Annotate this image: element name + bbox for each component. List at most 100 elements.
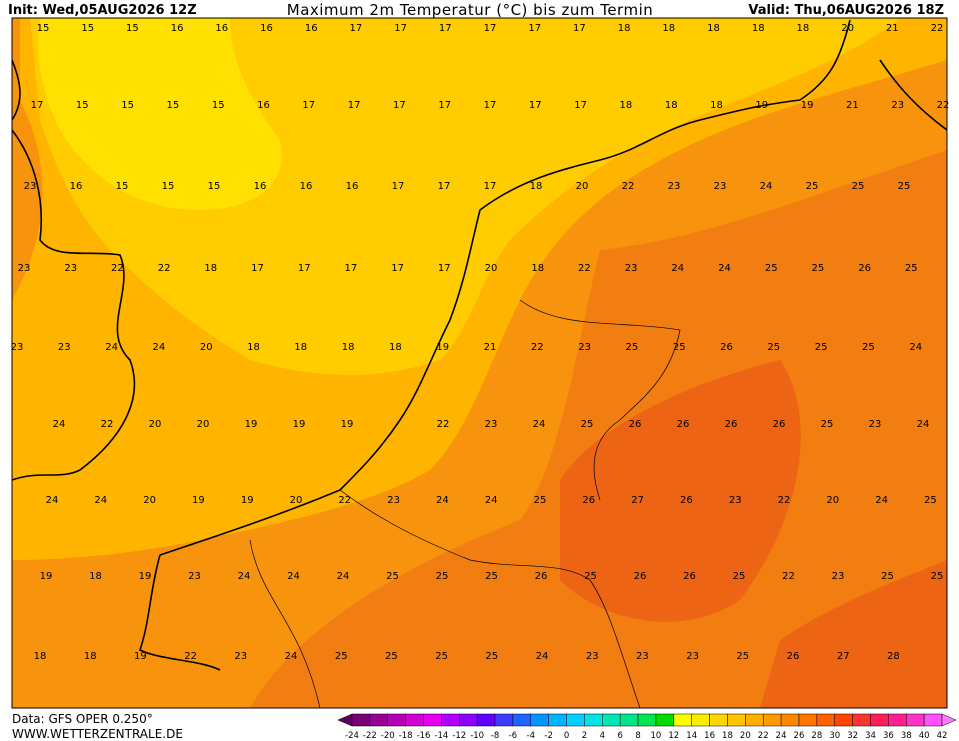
temperature-label: 24 bbox=[105, 342, 118, 353]
temperature-label: 18 bbox=[294, 342, 307, 353]
scale-swatch bbox=[691, 713, 710, 727]
temperature-label: 17 bbox=[302, 100, 315, 111]
temperature-label: 23 bbox=[18, 263, 31, 274]
temperature-label: 17 bbox=[391, 263, 404, 274]
temperature-label: 26 bbox=[634, 571, 647, 582]
temperature-label: 17 bbox=[573, 23, 586, 34]
temperature-label: 25 bbox=[881, 571, 894, 582]
temperature-label: 22 bbox=[184, 651, 197, 662]
scale-swatch bbox=[602, 713, 621, 727]
scale-swatch bbox=[816, 713, 835, 727]
color-scale: -24 -22 -20 -18 -16 -14 -12 -10 -8 -6 -4 -2 0 2 4 6 8 10 1… bbox=[337, 713, 957, 741]
scale-label: -6 bbox=[509, 731, 517, 741]
temperature-label: 19 bbox=[436, 342, 449, 353]
temperature-label: 24 bbox=[875, 495, 888, 506]
coastline-baltic bbox=[879, 59, 947, 131]
temperature-label: 16 bbox=[70, 181, 83, 192]
temperature-label: 27 bbox=[837, 651, 850, 662]
temperature-label: 19 bbox=[245, 419, 258, 430]
temperature-map bbox=[12, 18, 947, 708]
temperature-label: 18 bbox=[34, 651, 47, 662]
temperature-label: 24 bbox=[671, 263, 684, 274]
scale-swatch bbox=[923, 713, 943, 727]
temperature-label: 23 bbox=[24, 181, 37, 192]
temperature-label: 23 bbox=[869, 419, 882, 430]
scale-label: 36 bbox=[883, 731, 894, 741]
temperature-label: 26 bbox=[582, 495, 595, 506]
map-title: Maximum 2m Temperatur (°C) bis zum Termi… bbox=[287, 1, 654, 19]
scale-swatch bbox=[476, 713, 496, 727]
temperature-label: 25 bbox=[736, 651, 749, 662]
temperature-label: 21 bbox=[484, 342, 497, 353]
scale-label: 32 bbox=[847, 731, 858, 741]
temperature-label: 19 bbox=[341, 419, 354, 430]
temperature-label: 18 bbox=[618, 23, 631, 34]
temperature-label: 25 bbox=[821, 419, 834, 430]
temperature-label: 25 bbox=[581, 419, 594, 430]
temperature-label: 24 bbox=[287, 571, 300, 582]
scale-label: 24 bbox=[776, 731, 787, 741]
scale-label: 34 bbox=[865, 731, 876, 741]
scale-swatch bbox=[798, 713, 818, 727]
scale-label: 40 bbox=[919, 731, 930, 741]
temperature-label: 25 bbox=[584, 571, 597, 582]
scale-label: 26 bbox=[794, 731, 805, 741]
temperature-label: 25 bbox=[386, 571, 399, 582]
temperature-label: 15 bbox=[121, 100, 134, 111]
temperature-label: 17 bbox=[528, 23, 541, 34]
temperature-label: 24 bbox=[153, 342, 166, 353]
init-time: Init: Wed,05AUG2026 12Z bbox=[8, 3, 197, 18]
temperature-label: 17 bbox=[484, 100, 497, 111]
temperature-label: 19 bbox=[40, 571, 53, 582]
temperature-label: 22 bbox=[101, 419, 114, 430]
temperature-label: 23 bbox=[832, 571, 845, 582]
scale-swatch bbox=[905, 713, 925, 727]
temperature-label: 23 bbox=[714, 181, 727, 192]
temperature-label: 17 bbox=[438, 181, 451, 192]
scale-label: -4 bbox=[527, 731, 535, 741]
temperature-label: 19 bbox=[241, 495, 254, 506]
temperature-label: 24 bbox=[760, 181, 773, 192]
temperature-label: 25 bbox=[673, 342, 686, 353]
scale-swatch bbox=[584, 713, 603, 727]
temperature-label: 23 bbox=[891, 100, 904, 111]
temperature-label: 22 bbox=[782, 571, 795, 582]
scale-label: -22 bbox=[363, 731, 377, 741]
temperature-label: 28 bbox=[887, 651, 900, 662]
scale-label: -18 bbox=[399, 731, 413, 741]
scale-label: 16 bbox=[704, 731, 715, 741]
temperature-label: 25 bbox=[534, 495, 547, 506]
temperature-label: 16 bbox=[215, 23, 228, 34]
temperature-label: 26 bbox=[858, 263, 871, 274]
temperature-label: 25 bbox=[806, 181, 819, 192]
scale-label: 14 bbox=[686, 731, 697, 741]
border-lines-nl-de bbox=[519, 299, 681, 501]
temperature-label: 24 bbox=[337, 571, 350, 582]
temperature-label: 26 bbox=[787, 651, 800, 662]
border-lines bbox=[339, 489, 641, 708]
scale-arrow-right bbox=[941, 713, 957, 727]
temperature-label: 20 bbox=[576, 181, 589, 192]
temperature-label: 18 bbox=[204, 263, 217, 274]
temperature-label: 25 bbox=[436, 571, 449, 582]
scale-label: 6 bbox=[617, 731, 622, 741]
coastline-uk-north bbox=[12, 59, 21, 121]
temperature-label: 19 bbox=[801, 100, 814, 111]
temperature-label: 23 bbox=[188, 571, 201, 582]
data-source: Data: GFS OPER 0.250° bbox=[12, 712, 153, 726]
temperature-label: 22 bbox=[931, 23, 944, 34]
scale-label: 2 bbox=[582, 731, 587, 741]
temperature-label: 18 bbox=[752, 23, 765, 34]
temperature-label: 23 bbox=[578, 342, 591, 353]
temperature-label: 19 bbox=[755, 100, 768, 111]
temperature-label: 16 bbox=[260, 23, 273, 34]
scale-label: 38 bbox=[901, 731, 912, 741]
temperature-label: 17 bbox=[392, 181, 405, 192]
temperature-label: 26 bbox=[677, 419, 690, 430]
temperature-label: 17 bbox=[348, 100, 361, 111]
scale-swatch bbox=[619, 713, 639, 727]
temperature-label: 23 bbox=[586, 651, 599, 662]
temperature-labels: 15 15 15 16 16 16 16 17 17 17 17 17 17 18 18 18 18 18 20 21… bbox=[11, 23, 950, 662]
temperature-label: 25 bbox=[435, 651, 448, 662]
scale-swatch bbox=[441, 713, 460, 727]
